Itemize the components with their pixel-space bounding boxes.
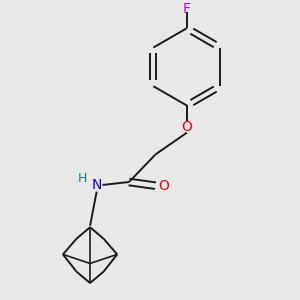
Text: N: N [92, 178, 102, 192]
Text: H: H [77, 172, 87, 185]
Text: F: F [183, 2, 191, 16]
Text: O: O [181, 120, 192, 134]
Text: O: O [158, 179, 169, 193]
